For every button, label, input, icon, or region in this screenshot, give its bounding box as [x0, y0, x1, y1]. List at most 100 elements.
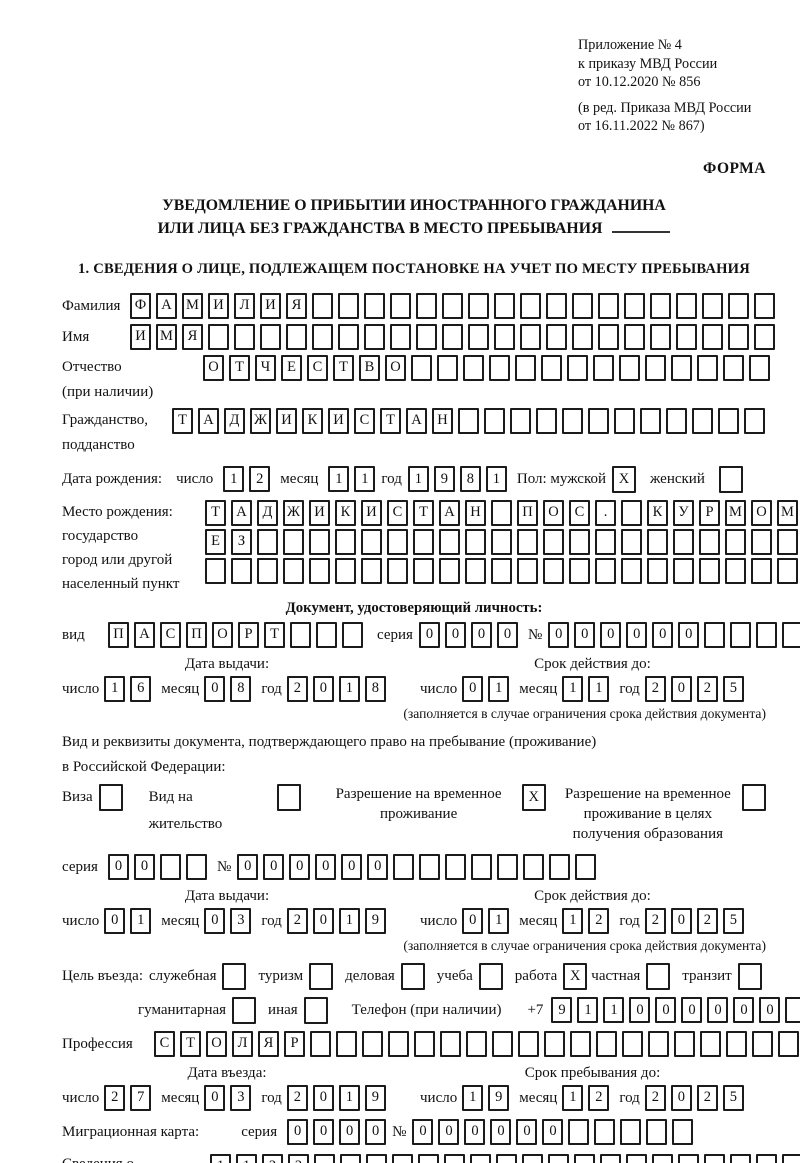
char-cell[interactable] — [543, 528, 564, 555]
char-cell[interactable]: 1 — [488, 675, 510, 702]
char-cell[interactable]: 0 — [365, 1118, 387, 1145]
char-cell[interactable] — [413, 528, 434, 555]
char-cell[interactable] — [364, 323, 385, 350]
char-cell[interactable] — [619, 354, 640, 381]
char-cell[interactable]: 1 — [210, 1153, 231, 1163]
char-cell[interactable] — [777, 557, 798, 584]
char-cell[interactable] — [725, 528, 746, 555]
char-cell[interactable] — [366, 1153, 387, 1163]
char-cell[interactable] — [726, 1030, 747, 1057]
char-cell[interactable]: 2 — [696, 675, 718, 702]
char-cell[interactable]: 0 — [652, 621, 674, 648]
char-cell[interactable]: З — [231, 528, 252, 555]
char-cell[interactable] — [286, 323, 307, 350]
checkbox-cell[interactable] — [98, 783, 123, 811]
char-cell[interactable] — [598, 323, 619, 350]
char-cell[interactable] — [335, 557, 356, 584]
checkbox-cell[interactable] — [400, 962, 425, 990]
checkbox-cell[interactable]: X — [612, 465, 637, 493]
char-cell[interactable]: И — [208, 292, 229, 319]
char-cell[interactable]: 2 — [696, 907, 718, 934]
residence-permit-checkbox[interactable] — [277, 783, 302, 811]
char-cell[interactable] — [257, 528, 278, 555]
char-cell[interactable] — [523, 853, 545, 880]
checkbox-cell[interactable] — [277, 783, 302, 811]
char-cell[interactable]: М — [725, 499, 746, 526]
char-cell[interactable]: 0 — [626, 621, 648, 648]
char-cell[interactable] — [648, 1030, 669, 1057]
char-cell[interactable]: И — [260, 292, 281, 319]
char-cell[interactable]: О — [206, 1030, 227, 1057]
char-cell[interactable] — [666, 407, 687, 434]
char-cell[interactable] — [496, 1153, 517, 1163]
char-cell[interactable]: 9 — [488, 1084, 510, 1111]
checkbox-cell[interactable] — [718, 465, 743, 493]
char-cell[interactable]: 1 — [354, 466, 376, 492]
char-cell[interactable]: 1 — [236, 1153, 257, 1163]
char-cell[interactable] — [491, 528, 512, 555]
char-cell[interactable] — [336, 1030, 357, 1057]
char-cell[interactable] — [673, 528, 694, 555]
char-cell[interactable]: Е — [281, 354, 302, 381]
char-cell[interactable]: 1 — [338, 1084, 360, 1111]
char-cell[interactable]: Ж — [250, 407, 271, 434]
char-cell[interactable]: 1 — [338, 675, 360, 702]
char-cell[interactable]: А — [231, 499, 252, 526]
char-cell[interactable] — [621, 557, 642, 584]
char-cell[interactable]: С — [154, 1030, 175, 1057]
sex-male-checkbox[interactable]: X — [612, 465, 637, 493]
char-cell[interactable] — [646, 1118, 668, 1145]
char-cell[interactable]: 2 — [588, 1084, 610, 1111]
char-cell[interactable] — [466, 1030, 487, 1057]
char-cell[interactable]: 0 — [289, 853, 311, 880]
char-cell[interactable]: Т — [205, 499, 226, 526]
char-cell[interactable] — [494, 323, 515, 350]
char-cell[interactable]: И — [328, 407, 349, 434]
char-cell[interactable]: . — [595, 499, 616, 526]
char-cell[interactable]: Р — [699, 499, 720, 526]
char-cell[interactable]: Т — [413, 499, 434, 526]
char-cell[interactable] — [749, 354, 770, 381]
char-cell[interactable] — [640, 407, 661, 434]
char-cell[interactable] — [338, 292, 359, 319]
char-cell[interactable]: 0 — [341, 853, 363, 880]
char-cell[interactable]: 1 — [328, 466, 350, 492]
char-cell[interactable] — [518, 1030, 539, 1057]
char-cell[interactable] — [728, 292, 749, 319]
char-cell[interactable] — [777, 528, 798, 555]
char-cell[interactable]: 0 — [133, 853, 155, 880]
char-cell[interactable] — [439, 557, 460, 584]
char-cell[interactable]: 0 — [600, 621, 622, 648]
char-cell[interactable]: 0 — [237, 853, 259, 880]
char-cell[interactable] — [234, 323, 255, 350]
char-cell[interactable]: А — [406, 407, 427, 434]
char-cell[interactable]: М — [777, 499, 798, 526]
char-cell[interactable] — [598, 292, 619, 319]
char-cell[interactable] — [588, 407, 609, 434]
char-cell[interactable] — [444, 1153, 465, 1163]
char-cell[interactable]: 1 — [577, 997, 599, 1023]
char-cell[interactable] — [418, 1153, 439, 1163]
char-cell[interactable] — [510, 407, 531, 434]
char-cell[interactable]: 0 — [629, 997, 651, 1023]
char-cell[interactable] — [387, 528, 408, 555]
checkbox-cell[interactable] — [737, 962, 762, 990]
char-cell[interactable]: 2 — [588, 907, 610, 934]
char-cell[interactable] — [697, 354, 718, 381]
purpose-business-checkbox[interactable] — [400, 962, 425, 990]
char-cell[interactable] — [699, 557, 720, 584]
char-cell[interactable]: 2 — [696, 1084, 718, 1111]
char-cell[interactable]: 1 — [603, 997, 625, 1023]
char-cell[interactable] — [645, 354, 666, 381]
char-cell[interactable]: 1 — [223, 466, 245, 492]
char-cell[interactable]: 0 — [438, 1118, 460, 1145]
char-cell[interactable]: 0 — [339, 1118, 361, 1145]
char-cell[interactable] — [491, 499, 512, 526]
